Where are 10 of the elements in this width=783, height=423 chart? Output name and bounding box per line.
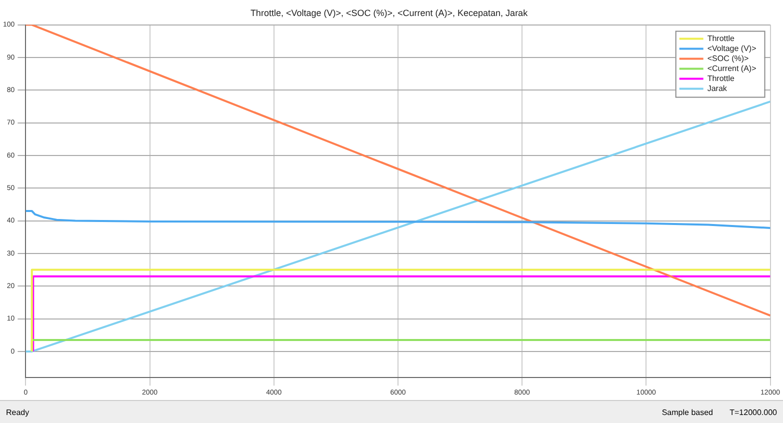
text: T=12000.000: [730, 408, 777, 417]
chart-title: Throttle, <Voltage (V)>, <SOC (%)>, <Current (A)>, Kecepatan, Jarak: [250, 8, 528, 18]
legend-label: <Current (A)>: [707, 64, 757, 74]
legend-label: <SOC (%)>: [707, 54, 750, 64]
legend-label: <Voltage (V)>: [707, 44, 757, 54]
text: Ready: [6, 408, 30, 417]
legend-label: Throttle: [707, 74, 736, 84]
legend-label: Jarak: [707, 84, 728, 94]
text: Sample based: [662, 408, 713, 417]
legend-label: Throttle: [707, 34, 736, 44]
